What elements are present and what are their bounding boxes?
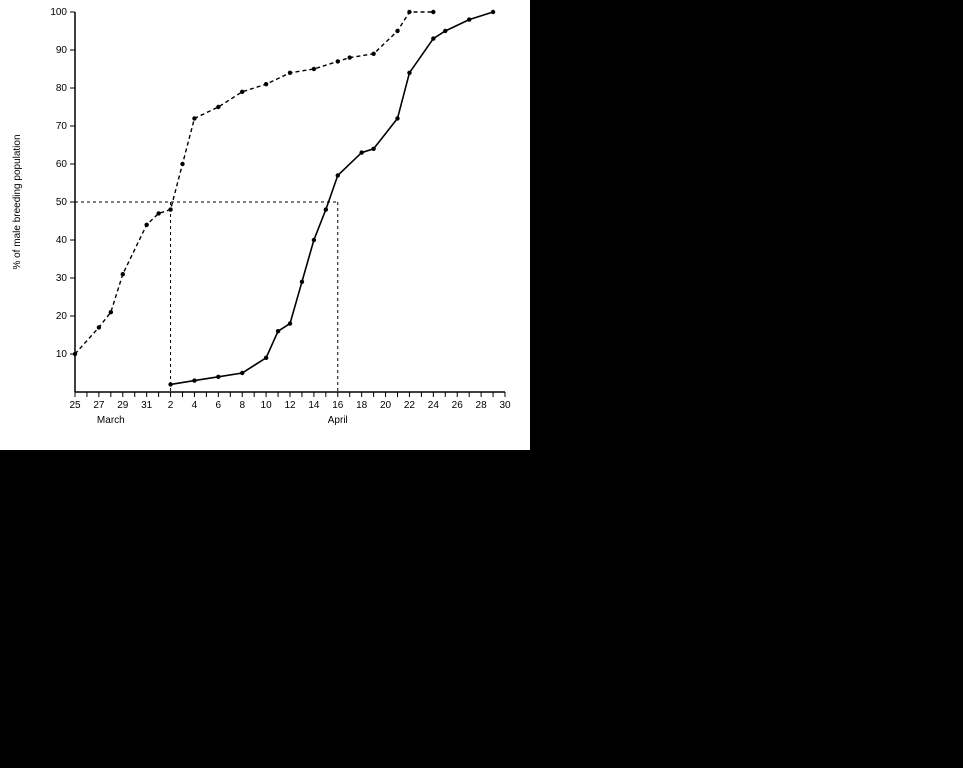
series-marker-dashed-series [73, 352, 77, 356]
x-tick-label: 16 [332, 400, 344, 411]
x-tick-label: 31 [141, 400, 153, 411]
series-marker-solid-series [371, 147, 375, 151]
series-marker-dashed-series [264, 82, 268, 86]
series-marker-dashed-series [312, 67, 316, 71]
series-marker-dashed-series [192, 116, 196, 120]
y-tick-label: 90 [56, 45, 68, 56]
x-tick-label: 28 [476, 400, 488, 411]
series-marker-solid-series [467, 17, 471, 21]
series-marker-solid-series [312, 238, 316, 242]
series-marker-dashed-series [121, 272, 125, 276]
x-tick-label: 2 [168, 400, 174, 411]
series-marker-dashed-series [216, 105, 220, 109]
series-marker-solid-series [431, 36, 435, 40]
series-marker-dashed-series [395, 29, 399, 33]
x-tick-label: 6 [216, 400, 222, 411]
x-tick-label: 26 [452, 400, 464, 411]
y-tick-label: 40 [56, 235, 68, 246]
x-tick-label: 29 [117, 400, 129, 411]
series-marker-solid-series [276, 329, 280, 333]
y-tick-label: 80 [56, 83, 68, 94]
series-marker-dashed-series [180, 162, 184, 166]
series-marker-solid-series [288, 321, 292, 325]
series-marker-solid-series [300, 280, 304, 284]
series-line-solid-series [171, 12, 494, 384]
series-marker-dashed-series [168, 207, 172, 211]
x-tick-label: 12 [284, 400, 296, 411]
series-marker-solid-series [395, 116, 399, 120]
x-tick-label: 22 [404, 400, 416, 411]
series-marker-solid-series [192, 378, 196, 382]
x-tick-label: 10 [261, 400, 273, 411]
series-marker-dashed-series [407, 10, 411, 14]
series-marker-solid-series [216, 375, 220, 379]
series-marker-solid-series [491, 10, 495, 14]
series-marker-dashed-series [144, 223, 148, 227]
series-marker-solid-series [324, 207, 328, 211]
series-marker-dashed-series [156, 211, 160, 215]
x-month-label-left: March [97, 415, 125, 426]
x-tick-label: 24 [428, 400, 440, 411]
x-tick-label: 30 [499, 400, 511, 411]
series-marker-solid-series [407, 71, 411, 75]
series-marker-dashed-series [109, 310, 113, 314]
y-axis-label: % of male breeding population [12, 134, 23, 269]
series-marker-dashed-series [371, 52, 375, 56]
y-tick-label: 70 [56, 121, 68, 132]
series-marker-dashed-series [431, 10, 435, 14]
y-tick-label: 10 [56, 349, 68, 360]
y-tick-label: 30 [56, 273, 68, 284]
x-tick-label: 27 [93, 400, 105, 411]
series-marker-solid-series [359, 150, 363, 154]
x-tick-label: 20 [380, 400, 392, 411]
x-tick-label: 14 [308, 400, 320, 411]
series-marker-solid-series [264, 356, 268, 360]
chart-svg: 1020304050607080901002527293124681012141… [0, 0, 530, 450]
series-marker-dashed-series [240, 90, 244, 94]
series-marker-solid-series [168, 382, 172, 386]
series-marker-dashed-series [288, 71, 292, 75]
y-tick-label: 100 [50, 7, 67, 18]
y-tick-label: 20 [56, 311, 68, 322]
series-marker-solid-series [443, 29, 447, 33]
chart-panel: 1020304050607080901002527293124681012141… [0, 0, 530, 450]
x-month-label-right: April [328, 415, 348, 426]
series-marker-dashed-series [336, 59, 340, 63]
y-tick-label: 50 [56, 197, 68, 208]
series-marker-dashed-series [348, 55, 352, 59]
x-tick-label: 25 [69, 400, 81, 411]
series-marker-solid-series [240, 371, 244, 375]
x-tick-label: 4 [192, 400, 198, 411]
series-marker-solid-series [336, 173, 340, 177]
x-tick-label: 8 [239, 400, 245, 411]
y-tick-label: 60 [56, 159, 68, 170]
series-marker-dashed-series [97, 325, 101, 329]
series-line-dashed-series [75, 12, 433, 354]
x-tick-label: 18 [356, 400, 368, 411]
